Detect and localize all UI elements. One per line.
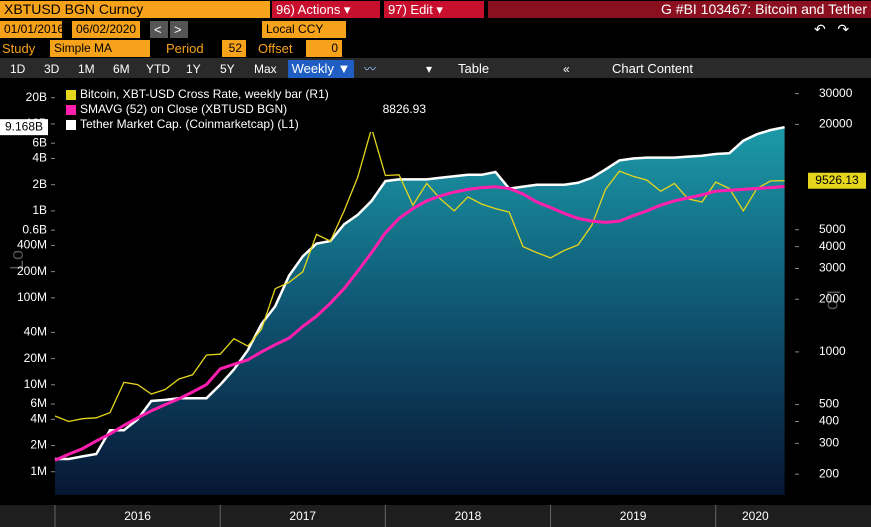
currency[interactable]: Local CCY — [262, 21, 346, 38]
area — [55, 127, 785, 495]
y-tick-label: 20M — [24, 351, 47, 365]
range-button[interactable]: 1D — [10, 62, 26, 76]
y2-tick-label: 4000 — [819, 239, 846, 253]
range-button[interactable]: 6M — [113, 62, 130, 76]
legend: Bitcoin, XBT-USD Cross Rate, weekly bar … — [60, 86, 432, 132]
prev-button[interactable]: < — [150, 21, 168, 38]
y-tick-label: 10M — [24, 377, 47, 391]
y-tick-label: 0.6B — [22, 222, 47, 236]
y-tick-label: 1B — [32, 203, 47, 217]
y2-tick-label: 30000 — [819, 86, 853, 100]
y2-tick-label: 200 — [819, 466, 839, 480]
series-line — [54, 185, 785, 462]
x-axis-strip — [0, 505, 871, 527]
more-icon[interactable]: ▾ — [426, 62, 433, 76]
range-button[interactable]: 1M — [78, 62, 95, 76]
legend-swatch — [66, 105, 76, 115]
y-tick-label: 1M — [30, 464, 47, 478]
table-button[interactable]: Table — [458, 61, 490, 76]
y-tick-label: 2M — [30, 438, 47, 452]
y-tick-label: 2B — [32, 177, 47, 191]
y-tick-label: 400M — [17, 238, 47, 252]
line-icon[interactable]: 〰 — [364, 62, 377, 76]
x-tick-label: 2018 — [455, 509, 482, 523]
y-tick-label: 4B — [32, 151, 47, 165]
offset-label: Offset — [258, 41, 293, 56]
legend-bg — [60, 86, 432, 132]
last-value-label: 9526.13 — [815, 173, 859, 187]
legend-label: Tether Market Cap. (Coinmarketcap) (L1) — [80, 117, 299, 131]
y2-tick-label: 1000 — [819, 344, 846, 358]
security[interactable]: XBTUSD BGN Curncy — [0, 1, 270, 18]
study-label: Study — [2, 41, 36, 56]
y2-axis-label: Lo — [823, 290, 843, 310]
next-button[interactable]: > — [170, 21, 188, 38]
y2-tick-label: 3000 — [819, 261, 846, 275]
y-tick-label: 40M — [24, 325, 47, 339]
undo-redo[interactable]: ↶ ↷ — [814, 21, 850, 37]
last-value-flag — [808, 172, 866, 189]
range-button[interactable]: YTD — [146, 62, 170, 76]
end-date[interactable]: 06/02/2020 — [72, 21, 140, 38]
legend-swatch — [66, 90, 76, 100]
y2-tick-label: 20000 — [819, 117, 853, 131]
range-button[interactable]: 1Y — [186, 62, 201, 76]
edit-menu[interactable]: 97) Edit ▾ — [384, 1, 484, 18]
y2-tick-label: 2000 — [819, 291, 846, 305]
start-date[interactable]: 01/01/2016 — [0, 21, 62, 38]
chart-title: G #BI 103467: Bitcoin and Tether — [488, 1, 871, 18]
legend-label: SMAVG (52) on Close (XBTUSD BGN) — [80, 102, 287, 116]
x-tick-label: 2020 — [742, 509, 769, 523]
y-tick-label: 6B — [32, 135, 47, 149]
frequency[interactable]: Weekly ▼ — [288, 60, 354, 78]
period[interactable]: 52 — [222, 40, 246, 57]
y-tick-label: 100M — [17, 290, 47, 304]
x-tick-label: 2016 — [124, 509, 151, 523]
chart-content-button[interactable]: Chart Content — [612, 61, 693, 76]
y2-tick-label: 500 — [819, 397, 839, 411]
period-label: Period — [166, 41, 204, 56]
legend-label: Bitcoin, XBT-USD Cross Rate, weekly bar … — [80, 87, 329, 101]
y-tick-label: 20B — [26, 90, 47, 104]
x-tick-label: 2019 — [620, 509, 647, 523]
offset[interactable]: 0 — [306, 40, 342, 57]
x-tick-label: 2017 — [289, 509, 316, 523]
legend-swatch — [66, 120, 76, 130]
y-axis-label: Lo — [7, 250, 27, 270]
y2-tick-label: 5000 — [819, 222, 846, 236]
y-tick-label: 6M — [30, 396, 47, 410]
last-value-flag — [0, 119, 48, 136]
collapse-icon[interactable]: « — [563, 62, 570, 76]
range-button[interactable]: Max — [254, 62, 277, 76]
actions-menu[interactable]: 96) Actions ▾ — [272, 1, 380, 18]
y-tick-label: 4M — [30, 412, 47, 426]
range-button[interactable]: 3D — [44, 62, 60, 76]
y-tick-label: 200M — [17, 264, 47, 278]
range-button[interactable]: 5Y — [220, 62, 235, 76]
toolbar-bg — [0, 58, 871, 78]
y2-tick-label: 400 — [819, 414, 839, 428]
last-value-label: 9.168B — [5, 119, 43, 133]
series-line — [54, 125, 785, 423]
legend-value: 8826.93 — [383, 102, 427, 116]
y2-tick-label: 300 — [819, 436, 839, 450]
study[interactable]: Simple MA — [50, 40, 150, 57]
